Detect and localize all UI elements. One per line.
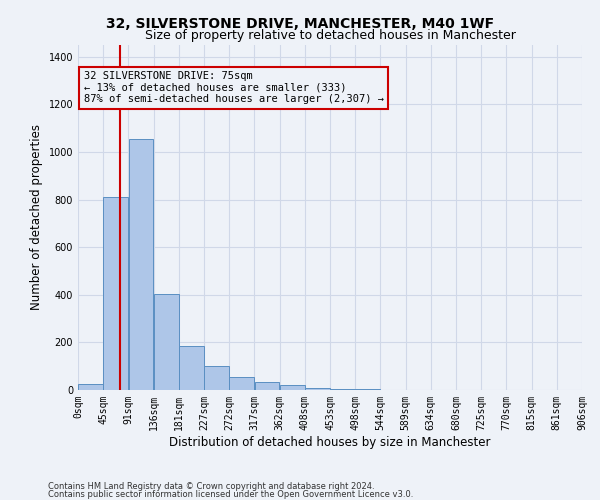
Text: 32, SILVERSTONE DRIVE, MANCHESTER, M40 1WF: 32, SILVERSTONE DRIVE, MANCHESTER, M40 1… xyxy=(106,18,494,32)
Bar xyxy=(128,139,154,390)
Title: Size of property relative to detached houses in Manchester: Size of property relative to detached ho… xyxy=(145,30,515,43)
Bar xyxy=(229,377,254,390)
Text: Contains public sector information licensed under the Open Government Licence v3: Contains public sector information licen… xyxy=(48,490,413,499)
Bar xyxy=(154,294,179,390)
Bar xyxy=(254,382,280,390)
Bar xyxy=(280,385,305,390)
Bar xyxy=(103,198,128,390)
Text: Contains HM Land Registry data © Crown copyright and database right 2024.: Contains HM Land Registry data © Crown c… xyxy=(48,482,374,491)
Y-axis label: Number of detached properties: Number of detached properties xyxy=(30,124,43,310)
Bar xyxy=(330,389,355,390)
Bar xyxy=(78,384,103,390)
X-axis label: Distribution of detached houses by size in Manchester: Distribution of detached houses by size … xyxy=(169,436,491,448)
Bar xyxy=(305,388,330,390)
Bar xyxy=(179,346,204,390)
Bar xyxy=(204,366,229,390)
Text: 32 SILVERSTONE DRIVE: 75sqm
← 13% of detached houses are smaller (333)
87% of se: 32 SILVERSTONE DRIVE: 75sqm ← 13% of det… xyxy=(83,71,383,104)
